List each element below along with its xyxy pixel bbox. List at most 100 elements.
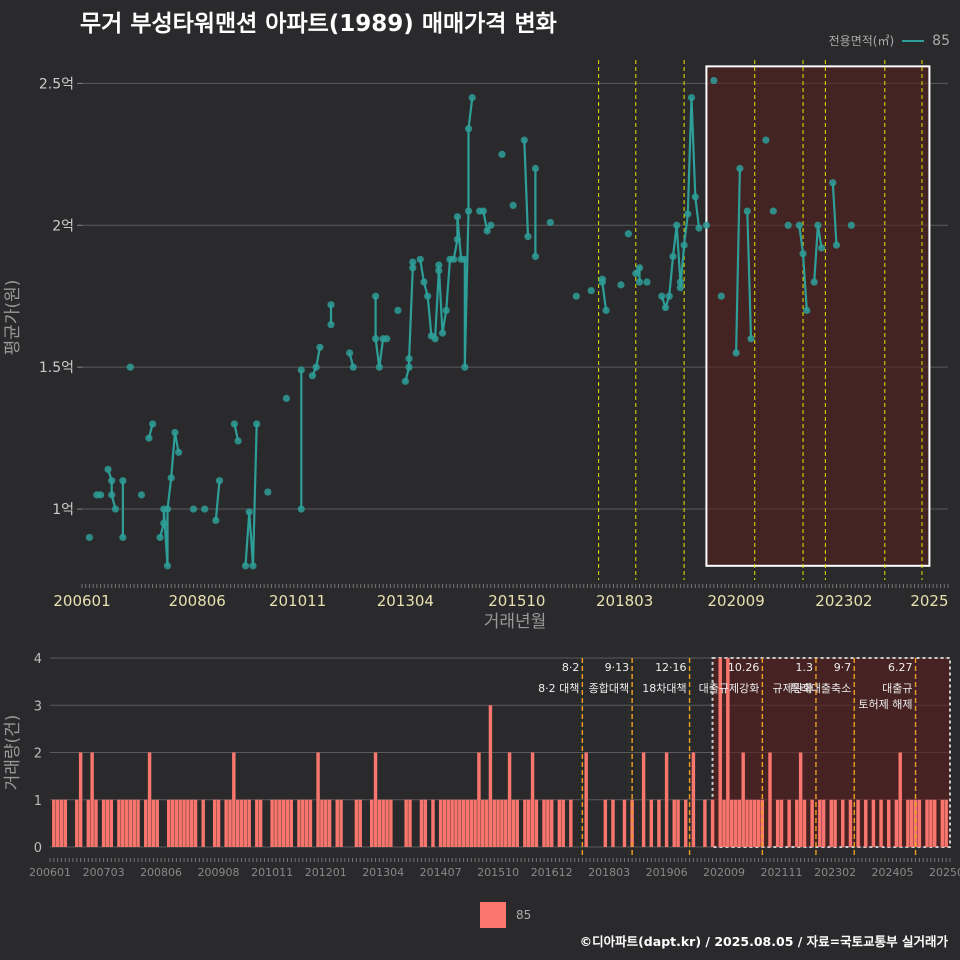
volume-bar (756, 799, 761, 847)
volume-bar (722, 799, 726, 847)
data-point (241, 562, 250, 570)
data-point (676, 278, 684, 286)
volume-bar (507, 752, 512, 847)
volume-bar (542, 799, 546, 847)
data-point (803, 306, 811, 315)
volume-bar (477, 752, 481, 847)
policy-label: 종합대책 (589, 682, 629, 695)
data-point (624, 230, 632, 238)
data-point (409, 264, 417, 272)
volume-bar (664, 752, 669, 847)
y-tick-label: 4 (34, 652, 42, 667)
y-tick-label: 1.5억 (39, 360, 74, 376)
volume-bar (408, 799, 412, 847)
data-point (617, 281, 625, 289)
data-point (658, 292, 666, 300)
data-point (524, 233, 532, 241)
data-point (394, 306, 402, 315)
data-point (163, 505, 172, 513)
volume-bar (630, 799, 634, 847)
data-point (643, 278, 651, 286)
x-tick-label: 201510 (488, 592, 545, 610)
volume-bar (802, 799, 807, 847)
data-point (316, 343, 324, 351)
volume-bar (929, 799, 933, 847)
volume-bar (339, 799, 343, 847)
data-point (509, 201, 517, 210)
series-line (311, 347, 321, 377)
x-tick-label: 201201 (305, 866, 347, 879)
policy-date: 8·2 (562, 661, 580, 674)
data-point (635, 264, 644, 272)
volume-bar (818, 799, 822, 847)
data-point (405, 355, 413, 363)
series-line (214, 480, 221, 521)
volume-bar (151, 799, 156, 847)
data-point (145, 434, 153, 442)
volume-bar (488, 705, 493, 847)
x-tick-label: 201011 (251, 866, 293, 879)
data-point (327, 320, 335, 329)
data-point (201, 505, 209, 513)
volume-bar (170, 799, 175, 847)
volume-bar (703, 799, 707, 847)
volume-bar (446, 799, 451, 847)
volume-chart: 0 1 2 3 4 8·2 8·2 대책 9·13 종합대책 12·16 18차대책 10.26 대출규… (3, 652, 960, 879)
y-tick-label: 2억 (52, 218, 74, 234)
data-point (126, 363, 134, 371)
data-point (312, 363, 320, 371)
volume-bar (481, 799, 485, 847)
volume-bar (377, 799, 382, 847)
x-tick-label: 202405 (872, 866, 914, 879)
volume-bar (193, 799, 198, 847)
volume-bar (189, 799, 194, 847)
price-chart: 1억 1.5억 2억 2.5억 200601 200806 201011 201304 2015… (3, 60, 949, 632)
volume-bar (247, 799, 251, 847)
data-point (375, 363, 383, 371)
data-point (189, 505, 198, 513)
volume-bar (201, 799, 205, 847)
data-point (420, 278, 428, 286)
volume-bar (438, 799, 443, 847)
volume-bar (894, 799, 899, 847)
volume-bar (186, 799, 190, 847)
data-point (156, 533, 164, 542)
data-point (464, 125, 473, 133)
data-point (171, 428, 179, 437)
y-tick-label: 1억 (52, 502, 74, 518)
volume-bar (389, 799, 393, 847)
volume-bar (909, 799, 914, 847)
x-tick-label: 200601 (29, 866, 71, 879)
data-point (108, 477, 116, 485)
volume-bar (239, 799, 244, 847)
data-point (661, 303, 670, 312)
volume-bar (530, 752, 535, 847)
data-point (297, 505, 305, 513)
data-point (346, 349, 354, 357)
x-tick-label: 202009 (708, 592, 765, 610)
data-point (602, 306, 610, 315)
volume-bar (454, 799, 458, 847)
x-tick-label: 201407 (420, 866, 462, 879)
volume-bar (775, 799, 780, 847)
volume-bar (917, 799, 922, 847)
volume-bar (270, 799, 274, 847)
volume-bar (726, 658, 730, 847)
volume-bar (515, 799, 519, 847)
data-point (464, 207, 473, 215)
data-point (669, 252, 677, 261)
y-tick-label: 2 (34, 747, 42, 762)
data-point (435, 261, 443, 269)
policy-label: 대출규 (882, 682, 912, 695)
data-point (498, 150, 506, 158)
data-point (799, 250, 807, 258)
policy-label: 8·2 대책 (538, 682, 579, 695)
data-point (372, 335, 380, 343)
legend-bar-swatch (480, 902, 506, 928)
volume-bar (944, 799, 948, 847)
volume-bar (848, 799, 853, 847)
data-point (531, 164, 540, 173)
data-point (461, 255, 469, 263)
volume-bar (691, 752, 696, 847)
volume-bar (324, 799, 328, 847)
